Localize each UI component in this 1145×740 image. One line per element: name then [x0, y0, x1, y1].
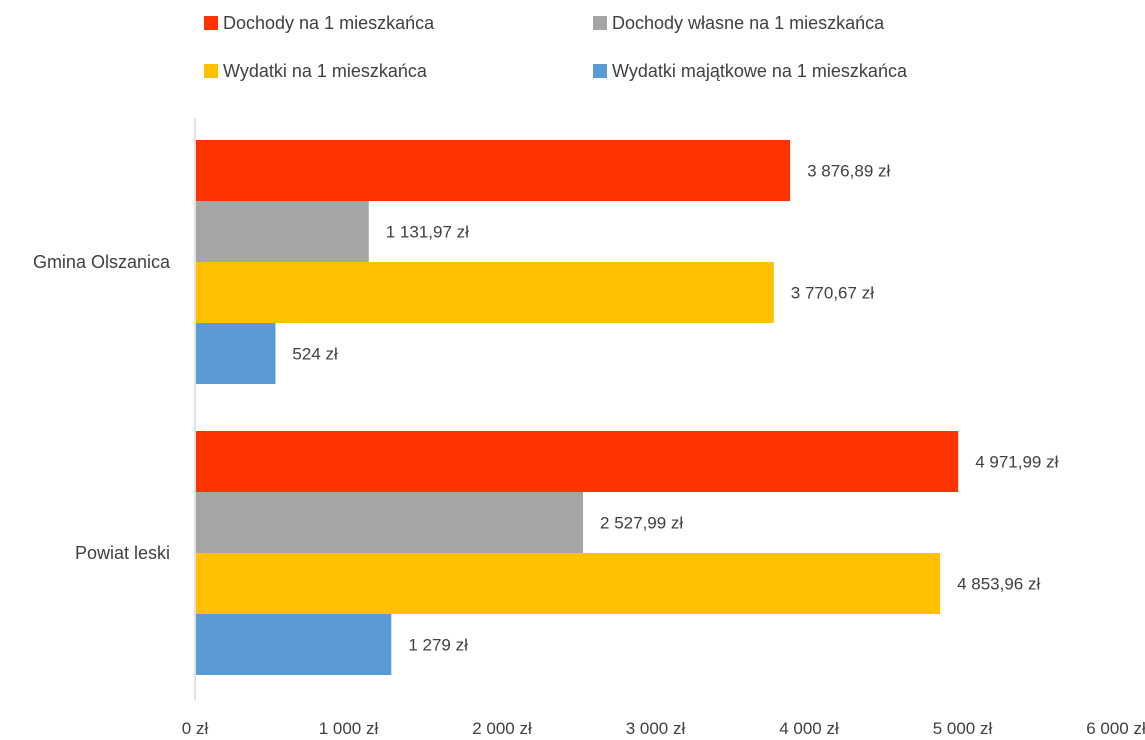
- bar: [196, 431, 959, 492]
- data-label: 3 770,67 zł: [791, 284, 874, 303]
- legend: Dochody na 1 mieszkańca Dochody własne na…: [204, 13, 908, 81]
- legend-item: Dochody na 1 mieszkańca: [204, 13, 435, 33]
- legend-item: Wydatki na 1 mieszkańca: [204, 61, 428, 81]
- data-labels: 3 876,89 zł 1 131,97 zł 3 770,67 zł 524 zł 4…: [292, 162, 1058, 655]
- category-labels: Gmina Olszanica Powiat leski: [33, 252, 171, 563]
- x-tick-label: 3 000 zł: [626, 719, 686, 738]
- bar: [196, 201, 369, 262]
- data-label: 4 853,96 zł: [957, 575, 1040, 594]
- bar: [196, 553, 941, 614]
- bar: [196, 323, 276, 384]
- category-label: Powiat leski: [75, 543, 170, 563]
- legend-swatch: [204, 16, 218, 30]
- bar: [196, 140, 791, 201]
- data-label: 4 971,99 zł: [975, 453, 1058, 472]
- legend-item: Dochody własne na 1 mieszkańca: [593, 13, 885, 33]
- x-tick-label: 4 000 zł: [779, 719, 839, 738]
- legend-label: Wydatki na 1 mieszkańca: [223, 61, 428, 81]
- legend-swatch: [593, 64, 607, 78]
- category-label: Gmina Olszanica: [33, 252, 171, 272]
- bar: [196, 492, 584, 553]
- data-label: 1 131,97 zł: [386, 223, 469, 242]
- data-label: 1 279 zł: [408, 636, 468, 655]
- legend-item: Wydatki majątkowe na 1 mieszkańca: [593, 61, 908, 81]
- x-axis-tick-labels: 0 zł 1 000 zł 2 000 zł 3 000 zł 4 000 zł 5 00…: [182, 719, 1145, 738]
- bars: [196, 140, 959, 675]
- x-tick-label: 1 000 zł: [319, 719, 379, 738]
- data-label: 2 527,99 zł: [600, 514, 683, 533]
- legend-swatch: [204, 64, 218, 78]
- data-label: 3 876,89 zł: [807, 162, 890, 181]
- legend-label: Dochody własne na 1 mieszkańca: [612, 13, 885, 33]
- legend-label: Dochody na 1 mieszkańca: [223, 13, 435, 33]
- x-tick-label: 5 000 zł: [933, 719, 993, 738]
- x-tick-label: 2 000 zł: [472, 719, 532, 738]
- data-label: 524 zł: [292, 345, 338, 364]
- x-tick-label: 0 zł: [182, 719, 209, 738]
- legend-swatch: [593, 16, 607, 30]
- bar: [196, 614, 392, 675]
- bar: [196, 262, 774, 323]
- legend-label: Wydatki majątkowe na 1 mieszkańca: [612, 61, 908, 81]
- x-tick-label: 6 000 zł: [1086, 719, 1145, 738]
